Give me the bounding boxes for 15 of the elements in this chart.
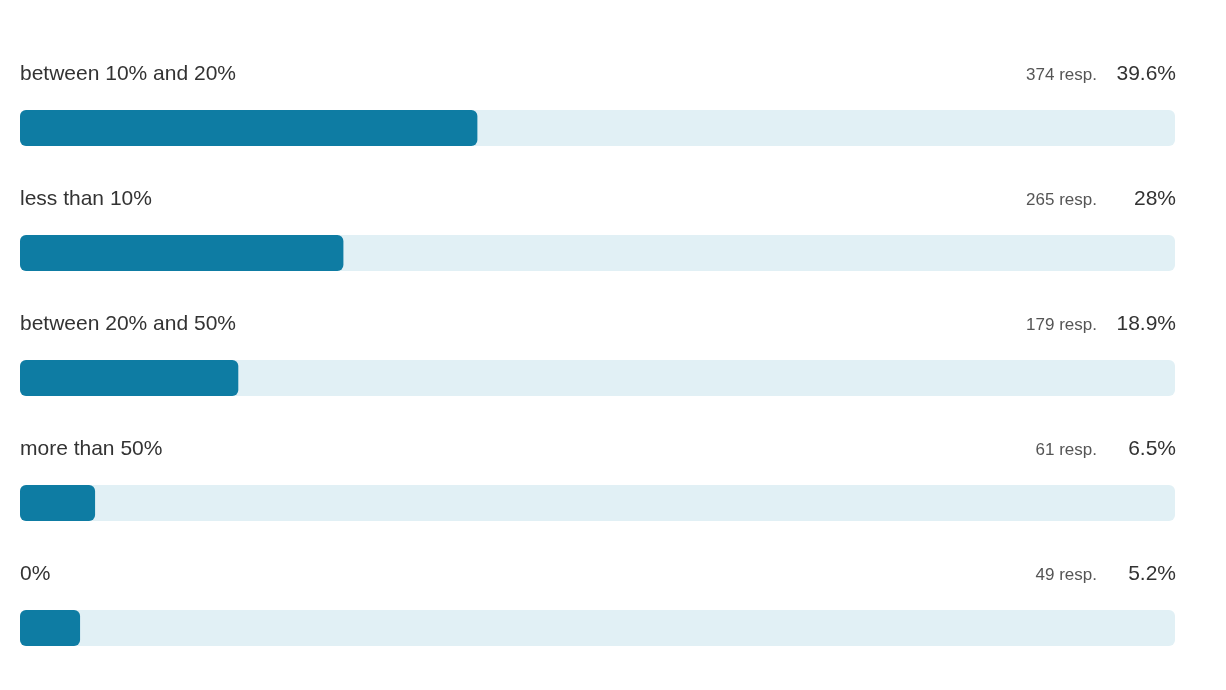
data-label: 28% — [1133, 186, 1176, 209]
data-label: 39.6% — [1116, 61, 1176, 84]
y-tick-label: 0% — [20, 561, 51, 584]
data-label: 6.5% — [1128, 436, 1176, 459]
annotation: 374 resp. — [1026, 65, 1097, 84]
y-tick-label: between 20% and 50% — [20, 311, 236, 334]
annotation: 49 resp. — [1035, 565, 1097, 584]
annotation: 265 resp. — [1026, 190, 1097, 209]
y-tick-label: between 10% and 20% — [20, 61, 236, 84]
data-label: 5.2% — [1128, 561, 1176, 584]
annotation: 179 resp. — [1026, 315, 1097, 334]
y-tick-label: less than 10% — [20, 186, 152, 209]
annotation: 61 resp. — [1035, 440, 1097, 459]
y-tick-label: more than 50% — [20, 436, 163, 459]
data-label: 18.9% — [1116, 311, 1176, 334]
